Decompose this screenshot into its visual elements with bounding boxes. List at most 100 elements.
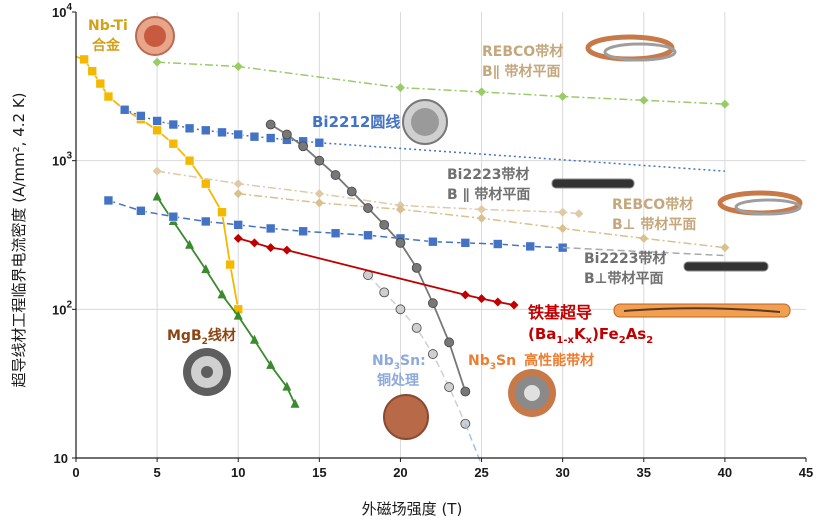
y-tick-label: 102 [52,299,72,317]
series-11-point [444,382,455,392]
annotation-mgb2: MgB2线材 [167,327,236,347]
series-13-line [237,237,515,306]
series-2-point [290,398,300,408]
series-8-point [428,236,438,247]
series-7-point [233,189,243,199]
annotation-nb3sn-high-performance: Nb3Sn 高性能带材 [468,352,594,372]
series-7-point [314,198,324,208]
svg-text:(Ba1-xKx)Fe2As2: (Ba1-xKx)Fe2As2 [528,325,653,346]
x-tick-label: 10 [231,465,245,480]
series-2-point [266,359,276,369]
series-13-point [249,238,259,248]
bi2212-round-wire-icon [402,99,448,145]
series-11-point [379,287,390,298]
series-6-point [233,179,243,189]
bi2223-tape-parallel-icon [551,178,635,189]
annotation-iron-based: 铁基超导 (Ba1-xKx)Fe2As2 [528,303,653,346]
svg-text:B⊥带材平面: B⊥带材平面 [584,270,663,287]
series-13-point [509,300,519,310]
series-4-point [119,104,130,115]
series-7-point [477,213,487,223]
series-2-point [249,334,259,344]
series-3-point [639,95,649,105]
bi2223-tape-perpendicular-icon [683,261,769,272]
x-tick-label: 0 [72,465,79,480]
series-10-point [298,141,309,152]
rebco-perpendicular-tape-icon [717,190,803,216]
series-13-point [460,290,470,300]
series-2 [152,191,300,408]
series-8-line [108,199,563,249]
x-tick-label: 45 [799,465,813,480]
series-1-line [75,55,85,61]
series-2-point [233,310,243,320]
series-8-point [168,211,179,222]
series-13-point [266,243,276,253]
x-tick-label: 35 [637,465,651,480]
svg-text:Bi2223带材: Bi2223带材 [447,166,529,183]
y-tick-label: 10 [54,451,68,466]
series-0 [79,54,244,315]
series-3 [152,57,730,109]
series-0-point [200,178,211,189]
series-10-point [281,129,292,140]
series-3-point [233,61,243,71]
series-10-point [395,237,406,248]
series-10-point [265,119,276,130]
x-tick-label: 30 [555,465,569,480]
annotation-nb3sn-copper: Nb3Sn: 铜处理 [372,353,426,389]
series-4-point [152,116,162,126]
series-6-point [477,204,487,214]
annotation-bi2212: Bi2212圆线 [312,113,400,131]
series-6-point [574,209,584,219]
series-11-point [411,323,422,333]
series-3-line [157,61,725,105]
x-tick-label: 20 [393,465,407,480]
series-10-point [460,386,471,397]
nbti-wire-icon [135,16,175,56]
rebco-parallel-tape-icon [585,34,677,62]
series-10 [265,119,471,397]
y-tick-label: 104 [52,2,72,20]
series-8-point [330,228,341,239]
series-7 [233,189,730,253]
series-1 [75,55,85,61]
series-4-point [136,111,146,121]
svg-text:REBCO带材: REBCO带材 [612,196,693,213]
annotation-nbti: Nb-Ti 合金 [88,18,128,54]
svg-text:B∥ 带材平面: B∥ 带材平面 [482,63,561,80]
series-9-line [562,246,725,257]
series-11 [363,270,471,429]
series-7-point [639,233,649,243]
series-3-point [395,83,405,93]
series-9 [562,246,725,257]
series-11-point [427,349,438,359]
series-7-point [558,223,568,233]
series-10-point [379,219,390,230]
iron-based-tape-icon [613,303,791,318]
series-7-point [395,204,405,214]
series-8-point [136,206,146,216]
annotation-bi2223-parallel: Bi2223带材 B ∥ 带材平面 [447,166,530,203]
x-tick-label: 40 [718,465,732,480]
series-4-point [265,133,276,143]
svg-text:铁基超导: 铁基超导 [528,303,592,322]
x-tick-label: 15 [312,465,326,480]
annotation-rebco-perpendicular: REBCO带材 B⊥ 带材平面 [612,196,696,233]
series-13-point [282,245,292,255]
series-8-point [265,223,276,234]
series-3-point [558,92,568,102]
svg-text:Bi2223带材: Bi2223带材 [584,250,666,267]
series-8-point [525,241,536,252]
annotation-bi2223-perpendicular: Bi2223带材 B⊥带材平面 [584,250,666,287]
svg-text:B⊥ 带材平面: B⊥ 带材平面 [612,216,696,233]
series-8-point [200,216,211,227]
series-6-point [558,207,568,217]
series-layer [75,54,730,466]
series-2-point [185,239,195,249]
series-0-point [184,155,195,166]
svg-text:Nb3Sn:: Nb3Sn: [372,353,426,372]
series-6-point [314,189,324,199]
